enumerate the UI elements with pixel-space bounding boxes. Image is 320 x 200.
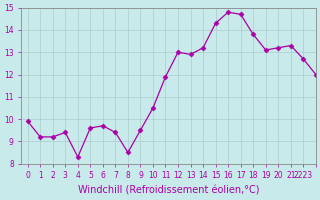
X-axis label: Windchill (Refroidissement éolien,°C): Windchill (Refroidissement éolien,°C) [78, 186, 260, 196]
